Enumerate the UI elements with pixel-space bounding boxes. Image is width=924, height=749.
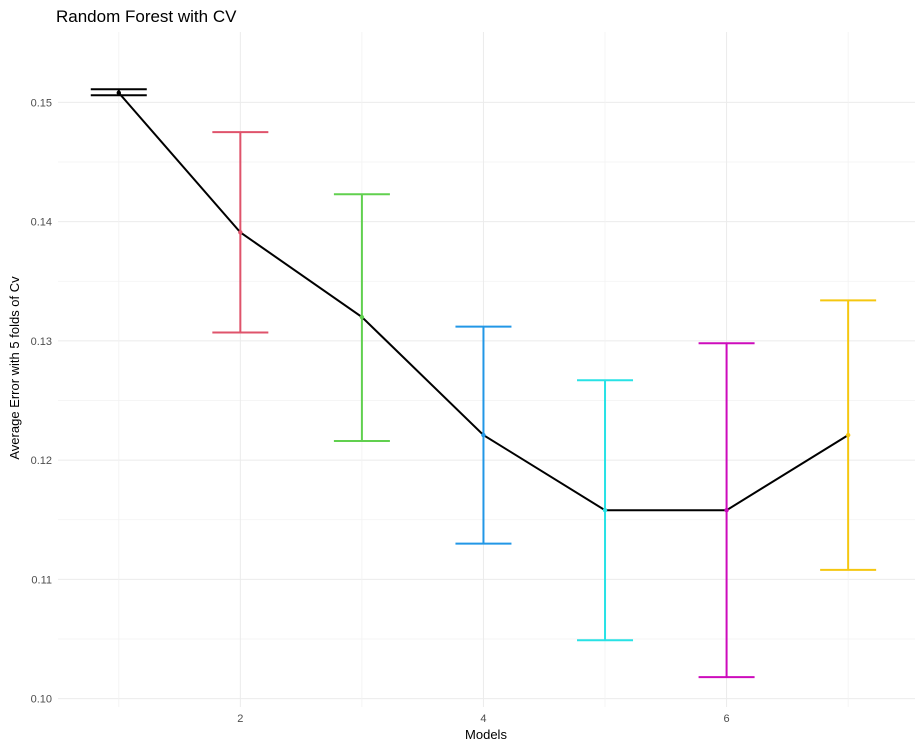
x-tick-labels: 2 4 6 [237, 713, 729, 725]
x-tick-label: 2 [237, 713, 243, 725]
series [116, 90, 851, 513]
y-tick-label: 0.11 [31, 574, 52, 586]
data-point-5 [602, 508, 608, 513]
y-tick-label: 0.14 [31, 217, 52, 229]
y-tick-labels: 0.10 0.11 0.12 0.13 0.14 0.15 [31, 97, 52, 705]
data-point-7 [845, 432, 851, 438]
x-tick-label: 6 [724, 713, 730, 725]
y-axis-title: Average Error with 5 folds of Cv [7, 276, 22, 460]
data-point-1 [116, 90, 121, 96]
y-tick-label: 0.12 [31, 455, 52, 467]
y-tick-label: 0.10 [31, 694, 52, 706]
x-tick-label: 4 [480, 713, 486, 725]
x-axis-title: Models [465, 727, 507, 742]
y-tick-label: 0.13 [31, 336, 52, 348]
y-tick-label: 0.15 [31, 97, 52, 109]
data-point-6 [724, 508, 729, 513]
data-point-2 [238, 230, 243, 235]
grid [58, 32, 915, 707]
chart-title: Random Forest with CV [56, 7, 237, 26]
data-point-4 [481, 432, 486, 438]
data-point-3 [359, 314, 365, 320]
